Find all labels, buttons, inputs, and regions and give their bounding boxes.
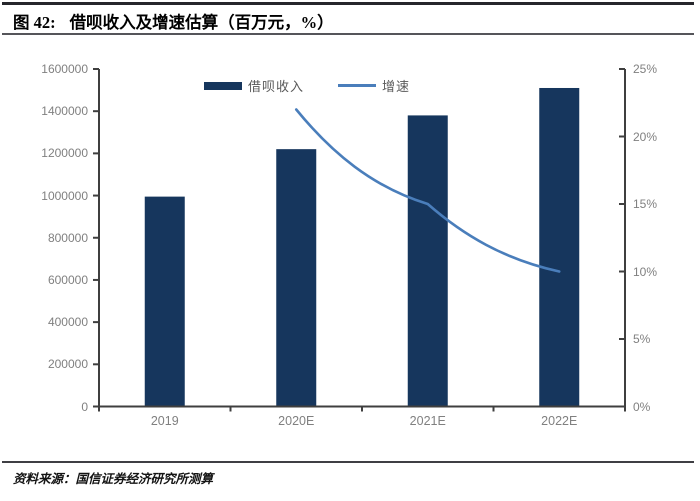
legend-item-growth: 增速: [338, 76, 410, 95]
line-series-swatch: [338, 84, 377, 87]
footer-divider: [2, 461, 694, 463]
chart-legend: 借呗收入 增速: [204, 76, 410, 95]
figure-title: 借呗收入及增速估算（百万元，%）: [69, 13, 334, 32]
left-axis-tick-label: 600000: [47, 272, 88, 287]
right-axis-tick-label: 5%: [633, 332, 651, 346]
left-axis-tick-label: 1000000: [41, 188, 88, 203]
left-axis-tick-label: 1600000: [41, 62, 88, 76]
x-axis-category-label: 2021E: [409, 414, 446, 428]
x-axis-category-label: 2020E: [278, 414, 315, 428]
header-divider: [2, 33, 694, 35]
right-axis-tick-label: 20%: [633, 129, 658, 144]
bar-series-swatch: [204, 81, 242, 90]
right-axis-tick-label: 10%: [633, 264, 658, 279]
figure-header: 图 42: 借呗收入及增速估算（百万元，%）: [13, 9, 690, 33]
source-note: 资料来源：国信证券经济研究所测算: [13, 472, 214, 486]
growth-rate-line: [294, 108, 561, 273]
figure-number: 图 42:: [13, 13, 56, 32]
left-axis-tick-label: 800000: [47, 230, 88, 245]
legend-item-revenue: 借呗收入: [204, 76, 304, 95]
legend-label-revenue: 借呗收入: [248, 79, 305, 94]
right-axis-tick-label: 0%: [633, 399, 651, 414]
bar-2021E: [407, 115, 448, 407]
x-axis-category-label: 2019: [150, 414, 179, 428]
x-axis-category-label: 2022E: [541, 414, 578, 428]
bar-2019: [144, 196, 185, 407]
legend-label-growth: 增速: [382, 79, 411, 94]
left-axis-tick-label: 400000: [47, 315, 88, 330]
left-axis-tick-label: 1400000: [41, 104, 88, 119]
left-axis-tick-label: 1200000: [41, 146, 88, 161]
left-axis-tick-label: 0: [81, 399, 88, 414]
top-rule: [2, 2, 694, 5]
right-axis-tick-label: 25%: [633, 62, 658, 76]
left-axis-tick-label: 200000: [47, 357, 88, 372]
bar-2022E: [539, 87, 580, 407]
right-axis-tick-label: 15%: [633, 197, 658, 211]
bar-2020E: [276, 149, 317, 407]
